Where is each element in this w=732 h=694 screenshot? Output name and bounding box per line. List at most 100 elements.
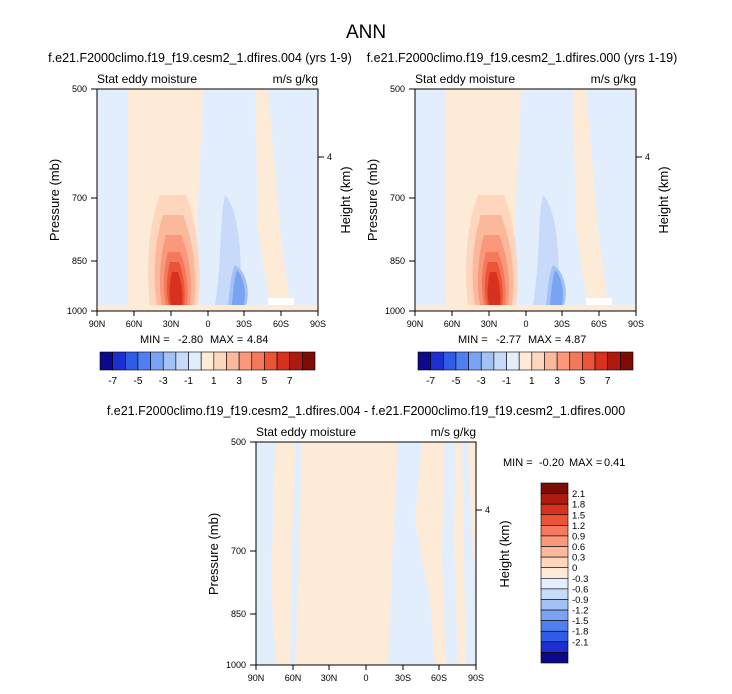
panel-1-colorbar-label: -3 <box>159 376 168 387</box>
panel-2-right-label: m/s g/kg <box>591 72 636 86</box>
panel-2-colorbar-box <box>556 351 571 371</box>
panel-3-colorbar-label: -0.6 <box>572 584 588 595</box>
panel-3-ylabel: Pressure (mb) <box>206 513 221 595</box>
panel-3-colorbar-box <box>540 567 569 579</box>
panel-3-y2tick-4: 4 <box>485 505 490 515</box>
panel-2-xtick-90S: 90S <box>628 319 644 329</box>
panel-2-max-value: 4.87 <box>565 334 586 346</box>
panel-1-x-ticks: 90N 60N 30N 0 30S 60S 90S <box>89 311 326 329</box>
panel-2-colorbar-box <box>417 351 431 371</box>
panel-3-min-value: -0.20 <box>539 457 564 469</box>
panel-3-colorbar-label: 2.1 <box>572 489 585 500</box>
panel-2-colorbar-box <box>480 351 495 371</box>
panel-2-y2tick-4: 4 <box>645 152 650 162</box>
panel-1-ytick-700: 700 <box>72 193 87 203</box>
panel-3-xtick-90S: 90S <box>468 673 484 683</box>
panel-2-x-ticks: 90N 60N 30N 0 30S 60S 90S <box>407 311 644 329</box>
panel-2-xtick-90N: 90N <box>407 319 424 329</box>
panel-2-colorbar-box <box>582 351 596 371</box>
panel-1-ylabel: Pressure (mb) <box>47 159 62 241</box>
panel-3-colorbar-box <box>540 503 569 516</box>
panel-2-xtick-30S: 30S <box>554 319 570 329</box>
panel-3-colorbar-label: 1.8 <box>572 500 585 511</box>
panel-3-ytick-1000: 1000 <box>226 660 246 670</box>
panel-3-colorbar-box <box>540 556 569 569</box>
panel-1-ytick-1000: 1000 <box>67 306 87 316</box>
panel-2-colorbar-label: -7 <box>426 376 435 387</box>
panel-1-stats: MIN = -2.80 MAX = 4.84 <box>140 334 268 346</box>
panel-1-ytick-500: 500 <box>72 84 87 94</box>
panel-1-colorbar-box <box>175 351 189 371</box>
panel-2-xtick-60N: 60N <box>444 319 461 329</box>
panel-2-colorbar-box <box>531 351 545 371</box>
panel-3-colorbar-box <box>540 493 569 505</box>
panel-3-colorbar-box <box>540 588 569 600</box>
panel-1-colorbar-box <box>226 351 240 371</box>
panel-1-colorbar-box <box>200 351 215 371</box>
panel-2-left-label: Stat eddy moisture <box>415 72 515 86</box>
panel-1-colorbar-label: 3 <box>236 376 242 387</box>
panel-1-colorbar-box <box>162 351 177 371</box>
panel-1-colorbar-label: -7 <box>108 376 117 387</box>
panel-2: f.e21.F2000climo.f19_f19.cesm2_1.dfires.… <box>365 51 677 387</box>
panel-2-colorbar-box <box>607 351 621 371</box>
panel-3-colorbar-box <box>540 620 569 632</box>
panel-3-xtick-30N: 30N <box>321 673 338 683</box>
panel-1-colorbar-box <box>188 351 202 371</box>
panel-3-title: f.e21.F2000climo.f19_f19.cesm2_1.dfires.… <box>107 404 625 418</box>
panel-3-colorbar-label: 0.9 <box>572 531 585 542</box>
panel-2-colorbar-box <box>594 351 609 371</box>
panel-2-colorbar-label: 1 <box>529 376 535 387</box>
panel-3-colorbar-label: 0.6 <box>572 542 585 553</box>
panel-3-x-ticks: 90N 60N 30N 0 30S 60S 90S <box>248 665 484 683</box>
panel-1-colorbar-box <box>137 351 151 371</box>
panel-3-colorbar-box <box>540 599 569 611</box>
panel-3-left-label: Stat eddy moisture <box>256 425 356 439</box>
panel-2-colorbar-label: 5 <box>580 376 586 387</box>
panel-1-xtick-90N: 90N <box>89 319 106 329</box>
panel-3-max-label: MAX = <box>569 457 602 469</box>
panel-3-colorbar-label: -0.3 <box>572 574 588 585</box>
panel-1-colorbar-box <box>264 351 278 371</box>
panel-2-colorbar-box <box>468 351 482 371</box>
panel-2-colorbar-label: 7 <box>605 376 611 387</box>
panel-3-colorbar-label: -1.2 <box>572 606 588 617</box>
panel-1-max-value: 4.84 <box>247 334 268 346</box>
panel-2-ytick-1000: 1000 <box>385 306 405 316</box>
panel-1-colorbar-box <box>150 351 164 371</box>
panel-2-colorbar-box <box>442 351 457 371</box>
page-title: ANN <box>346 22 386 43</box>
panel-2-max-label: MAX = <box>528 334 561 346</box>
panel-1-xtick-60S: 60S <box>273 319 289 329</box>
panel-2-colorbar-label: -5 <box>451 376 460 387</box>
panel-2-ytick-850: 850 <box>390 256 405 266</box>
panel-3-colorbar-label: -2.1 <box>572 637 588 648</box>
panel-1-colorbar: -7 -5 -3 -1 1 3 5 7 <box>99 351 316 387</box>
panel-3-y-ticks: 500 700 850 1000 4 <box>226 437 490 670</box>
panel-3-colorbar-label: -0.9 <box>572 595 588 606</box>
panel-3-colorbar-box <box>540 609 569 621</box>
panel-2-colorbar: -7 -5 -3 -1 1 3 5 7 <box>417 351 634 387</box>
panel-3-colorbar-box <box>540 577 569 590</box>
panel-2-colorbar-box <box>455 351 469 371</box>
panel-1-colorbar-box <box>276 351 291 371</box>
panel-1-colorbar-label: -5 <box>133 376 142 387</box>
panel-3-right-label: m/s g/kg <box>431 425 476 439</box>
panel-2-colorbar-box <box>506 351 520 371</box>
panel-3-xtick-60S: 60S <box>431 673 447 683</box>
panel-2-stats: MIN = -2.77 MAX = 4.87 <box>458 334 586 346</box>
panel-1-xtick-30S: 30S <box>236 319 252 329</box>
panel-1-right-label: m/s g/kg <box>273 72 318 86</box>
panel-1-title: f.e21.F2000climo.f19_f19.cesm2_1.dfires.… <box>48 51 352 65</box>
panel-3-colorbar-label: 1.2 <box>572 521 585 532</box>
panel-3-colorbar-label: -1.8 <box>572 627 588 638</box>
panel-1-max-label: MAX = <box>210 334 243 346</box>
panel-2-ylabel: Pressure (mb) <box>365 159 380 241</box>
panel-2-xtick-0: 0 <box>523 319 528 329</box>
panel-3-colorbar-box <box>540 535 569 547</box>
panel-3-ytick-500: 500 <box>231 437 246 447</box>
panel-3-colorbar-label: 0.3 <box>572 553 585 564</box>
panel-3-colorbar-box <box>540 630 569 643</box>
panel-3-ytick-700: 700 <box>231 546 246 556</box>
panel-1-colorbar-label: 5 <box>262 376 268 387</box>
